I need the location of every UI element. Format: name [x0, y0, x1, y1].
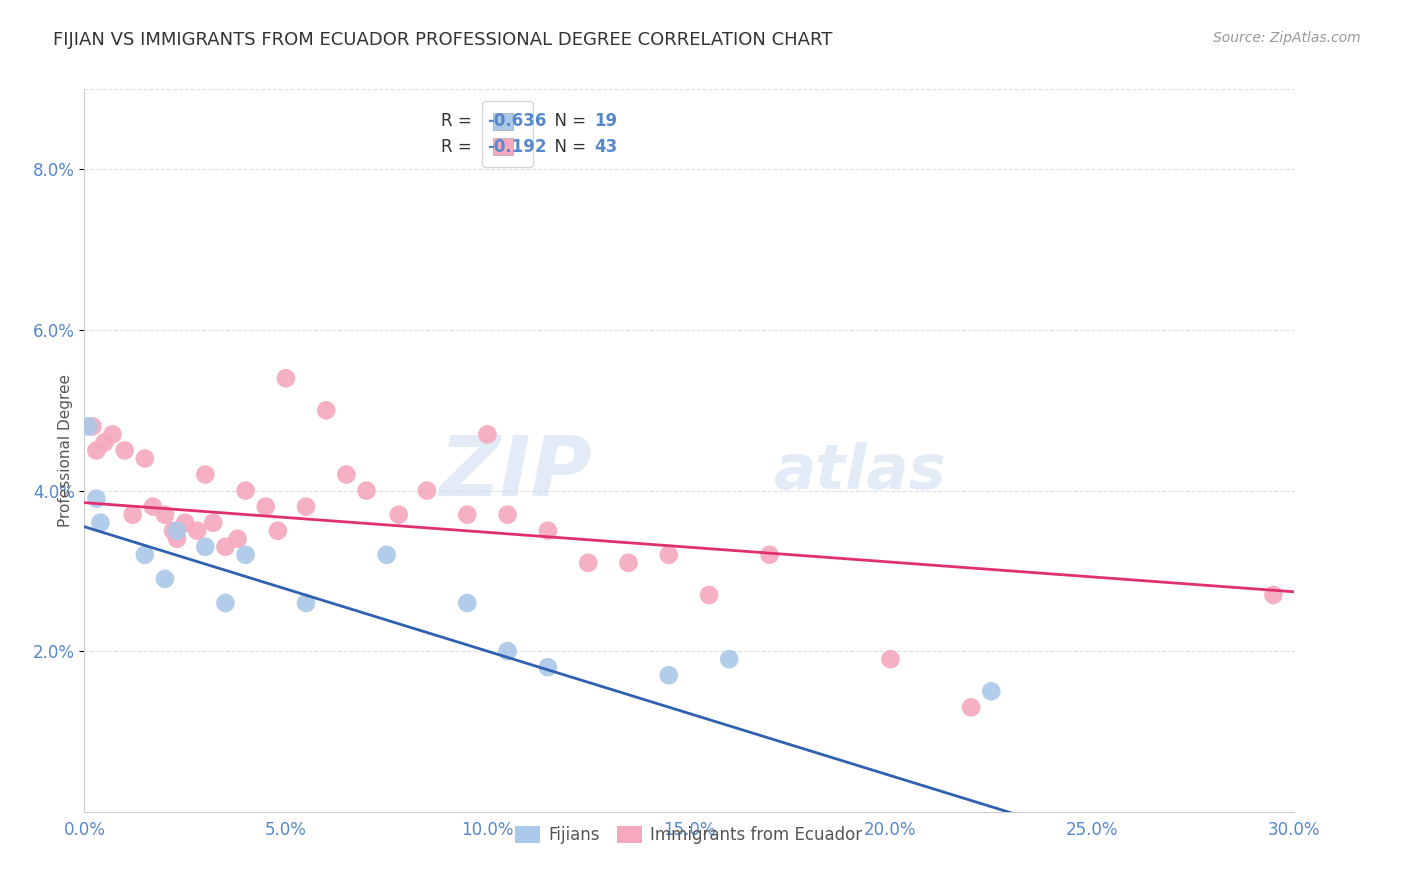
- Point: [537, 524, 560, 538]
- Text: 43: 43: [595, 138, 617, 156]
- Point: [658, 548, 681, 562]
- Point: [214, 596, 236, 610]
- Point: [114, 443, 136, 458]
- Point: [496, 508, 519, 522]
- Point: [86, 491, 108, 506]
- Point: [134, 451, 156, 466]
- Point: [416, 483, 439, 498]
- Point: [960, 700, 983, 714]
- Text: N =: N =: [544, 112, 591, 130]
- Point: [166, 532, 188, 546]
- Point: [617, 556, 640, 570]
- Point: [142, 500, 165, 514]
- Point: [226, 532, 249, 546]
- Text: N =: N =: [544, 138, 591, 156]
- Point: [174, 516, 197, 530]
- Point: [274, 371, 297, 385]
- Point: [134, 548, 156, 562]
- Point: [576, 556, 599, 570]
- Point: [153, 508, 176, 522]
- Point: [295, 500, 318, 514]
- Point: [77, 419, 100, 434]
- Point: [315, 403, 337, 417]
- Point: [153, 572, 176, 586]
- Point: [658, 668, 681, 682]
- Point: [267, 524, 290, 538]
- Y-axis label: Professional Degree: Professional Degree: [58, 374, 73, 527]
- Point: [162, 524, 184, 538]
- Point: [879, 652, 901, 666]
- Point: [335, 467, 357, 482]
- Point: [214, 540, 236, 554]
- Point: [718, 652, 741, 666]
- Text: -0.192: -0.192: [486, 138, 547, 156]
- Point: [295, 596, 318, 610]
- Point: [375, 548, 398, 562]
- Point: [166, 524, 188, 538]
- Point: [186, 524, 208, 538]
- Point: [93, 435, 115, 450]
- Point: [356, 483, 378, 498]
- Text: ZIP: ZIP: [440, 432, 592, 513]
- Point: [388, 508, 411, 522]
- Point: [194, 467, 217, 482]
- Point: [89, 516, 111, 530]
- Point: [456, 596, 478, 610]
- Point: [202, 516, 225, 530]
- Point: [496, 644, 519, 658]
- Point: [121, 508, 143, 522]
- Point: [254, 500, 277, 514]
- Point: [235, 483, 257, 498]
- Point: [456, 508, 478, 522]
- Text: atlas: atlas: [773, 442, 946, 502]
- Text: -0.636: -0.636: [486, 112, 547, 130]
- Point: [194, 540, 217, 554]
- Point: [758, 548, 780, 562]
- Text: FIJIAN VS IMMIGRANTS FROM ECUADOR PROFESSIONAL DEGREE CORRELATION CHART: FIJIAN VS IMMIGRANTS FROM ECUADOR PROFES…: [53, 31, 832, 49]
- Point: [235, 548, 257, 562]
- Text: Source: ZipAtlas.com: Source: ZipAtlas.com: [1213, 31, 1361, 45]
- Text: R =: R =: [441, 112, 477, 130]
- Point: [697, 588, 720, 602]
- Point: [86, 443, 108, 458]
- Point: [537, 660, 560, 674]
- Point: [101, 427, 124, 442]
- Point: [477, 427, 499, 442]
- Point: [82, 419, 104, 434]
- Point: [980, 684, 1002, 698]
- Text: 19: 19: [595, 112, 617, 130]
- Text: R =: R =: [441, 138, 477, 156]
- Point: [1263, 588, 1285, 602]
- Legend: Fijians, Immigrants from Ecuador: Fijians, Immigrants from Ecuador: [509, 819, 869, 850]
